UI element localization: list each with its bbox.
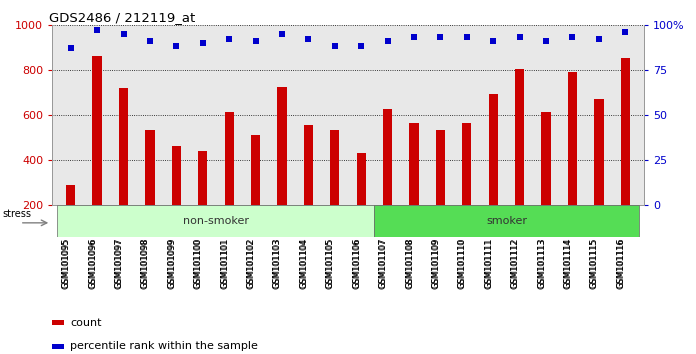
Bar xyxy=(119,88,128,251)
Bar xyxy=(409,123,419,251)
Bar xyxy=(58,205,374,237)
Bar xyxy=(436,130,445,251)
Text: percentile rank within the sample: percentile rank within the sample xyxy=(70,341,258,351)
Bar xyxy=(374,205,638,237)
Point xyxy=(409,35,420,40)
Text: GSM101112: GSM101112 xyxy=(511,237,520,288)
Text: GSM101099: GSM101099 xyxy=(167,237,176,288)
Bar xyxy=(594,99,603,251)
Text: GSM101101: GSM101101 xyxy=(220,237,229,288)
Text: GSM101103: GSM101103 xyxy=(273,239,282,289)
Bar xyxy=(330,130,340,251)
Text: GSM101116: GSM101116 xyxy=(617,237,625,288)
Text: GSM101110: GSM101110 xyxy=(458,237,467,288)
Text: GSM101107: GSM101107 xyxy=(379,239,388,289)
Bar xyxy=(489,93,498,251)
Point xyxy=(171,44,182,49)
Bar xyxy=(462,123,471,251)
Text: GSM101095: GSM101095 xyxy=(62,239,71,289)
Text: GDS2486 / 212119_at: GDS2486 / 212119_at xyxy=(49,11,196,24)
Point xyxy=(118,31,129,37)
Bar xyxy=(515,69,524,251)
Text: GSM101115: GSM101115 xyxy=(590,239,599,289)
Point xyxy=(303,36,314,42)
Bar xyxy=(225,112,234,251)
Text: GSM101103: GSM101103 xyxy=(273,237,282,288)
Text: GSM101115: GSM101115 xyxy=(590,237,599,288)
Text: GSM101102: GSM101102 xyxy=(246,237,255,288)
Text: GSM101113: GSM101113 xyxy=(537,237,546,288)
Point xyxy=(144,38,155,44)
Point xyxy=(276,31,287,37)
Text: GSM101102: GSM101102 xyxy=(246,239,255,289)
Text: GSM101114: GSM101114 xyxy=(564,239,573,289)
Point xyxy=(488,38,499,44)
Point xyxy=(541,38,552,44)
Text: GSM101096: GSM101096 xyxy=(88,239,97,289)
Text: GSM101111: GSM101111 xyxy=(484,239,493,289)
Bar xyxy=(198,151,207,251)
Bar xyxy=(356,153,366,251)
Bar xyxy=(52,320,64,325)
Text: GSM101098: GSM101098 xyxy=(141,239,150,289)
Text: non-smoker: non-smoker xyxy=(183,216,249,226)
Text: GSM101108: GSM101108 xyxy=(405,237,414,288)
Bar xyxy=(568,72,577,251)
Text: GSM101095: GSM101095 xyxy=(62,237,71,288)
Point xyxy=(197,40,208,46)
Point xyxy=(461,35,473,40)
Bar xyxy=(251,135,260,251)
Text: GSM101098: GSM101098 xyxy=(141,237,150,288)
Text: GSM101109: GSM101109 xyxy=(432,239,441,289)
Text: GSM101104: GSM101104 xyxy=(299,237,308,288)
Point xyxy=(567,35,578,40)
Text: stress: stress xyxy=(3,209,31,219)
Point xyxy=(65,45,77,51)
Bar xyxy=(66,185,75,251)
Bar xyxy=(172,145,181,251)
Point xyxy=(92,27,103,33)
Text: GSM101105: GSM101105 xyxy=(326,237,335,288)
Point xyxy=(356,44,367,49)
Bar xyxy=(93,56,102,251)
Text: GSM101116: GSM101116 xyxy=(617,239,625,289)
Text: GSM101108: GSM101108 xyxy=(405,239,414,289)
Text: GSM101113: GSM101113 xyxy=(537,239,546,289)
Point xyxy=(593,36,604,42)
Bar xyxy=(621,57,630,251)
Bar xyxy=(303,125,313,251)
Text: GSM101104: GSM101104 xyxy=(299,239,308,289)
Point xyxy=(223,36,235,42)
Text: GSM101112: GSM101112 xyxy=(511,239,520,289)
Point xyxy=(514,35,525,40)
Text: GSM101105: GSM101105 xyxy=(326,239,335,289)
Bar xyxy=(383,109,393,251)
Text: GSM101114: GSM101114 xyxy=(564,237,573,288)
Text: GSM101097: GSM101097 xyxy=(115,237,123,288)
Text: GSM101109: GSM101109 xyxy=(432,237,441,288)
Text: count: count xyxy=(70,318,102,328)
Point xyxy=(382,38,393,44)
Point xyxy=(619,29,631,35)
Bar xyxy=(277,87,287,251)
Text: GSM101101: GSM101101 xyxy=(220,239,229,289)
Point xyxy=(329,44,340,49)
Text: GSM101110: GSM101110 xyxy=(458,239,467,289)
Bar xyxy=(52,344,64,349)
Bar xyxy=(145,130,155,251)
Text: GSM101100: GSM101100 xyxy=(193,237,203,288)
Text: GSM101096: GSM101096 xyxy=(88,237,97,288)
Point xyxy=(250,38,261,44)
Text: GSM101099: GSM101099 xyxy=(167,239,176,289)
Point xyxy=(435,35,446,40)
Bar xyxy=(541,112,551,251)
Text: GSM101107: GSM101107 xyxy=(379,237,388,288)
Text: GSM101097: GSM101097 xyxy=(115,239,123,289)
Text: GSM101106: GSM101106 xyxy=(352,237,361,288)
Text: GSM101100: GSM101100 xyxy=(193,239,203,289)
Text: smoker: smoker xyxy=(486,216,527,226)
Text: GSM101111: GSM101111 xyxy=(484,237,493,288)
Text: GSM101106: GSM101106 xyxy=(352,239,361,289)
